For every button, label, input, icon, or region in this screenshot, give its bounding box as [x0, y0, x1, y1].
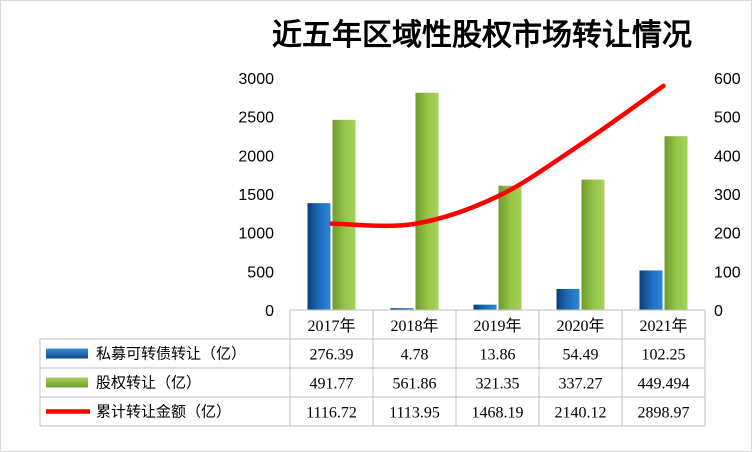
- left-tick-label: 0: [265, 303, 274, 320]
- bond-transfer-bar: [390, 308, 414, 310]
- table-cell: 337.27: [559, 376, 603, 393]
- equity-transfer-bar: [664, 136, 688, 310]
- right-axis: 0 100 200 300 400 500 600: [714, 71, 741, 320]
- bond-transfer-bar: [556, 288, 580, 310]
- table-cell: 321.35: [476, 376, 520, 393]
- category-label: 2019年: [473, 317, 521, 335]
- legend-label: 私募可转债转让（亿）: [96, 345, 246, 363]
- left-axis: 0 500 1000 1500 2000 2500 3000: [238, 71, 274, 320]
- left-tick-label: 1500: [238, 187, 274, 204]
- right-tick-label: 400: [714, 148, 741, 165]
- cumulative-line: [329, 83, 666, 229]
- left-tick-label: 3000: [238, 71, 274, 88]
- right-tick-label: 600: [714, 71, 741, 88]
- legend-label: 股权转让（亿）: [96, 374, 201, 392]
- category-label: 2017年: [307, 317, 355, 335]
- table-cell: 2898.97: [638, 405, 690, 422]
- right-tick-label: 500: [714, 110, 741, 127]
- category-label: 2018年: [390, 317, 438, 335]
- legend-key: [46, 348, 88, 359]
- table-cell: 1468.19: [472, 405, 524, 422]
- bond-transfer-bar: [307, 203, 331, 310]
- table-cell: 2140.12: [555, 405, 607, 422]
- left-tick-label: 2500: [238, 110, 274, 127]
- bond-transfer-bar: [473, 304, 497, 310]
- table-cell: 102.25: [642, 347, 686, 364]
- table-cell: 1116.72: [306, 405, 357, 422]
- equity-transfer-bar: [498, 185, 522, 310]
- table-cell: 561.86: [393, 376, 437, 393]
- left-tick-label: 500: [247, 264, 274, 281]
- chart-title: 近五年区域性股权市场转让情况: [272, 18, 692, 53]
- table-cell: 13.86: [480, 347, 516, 364]
- legend-label: 累计转让金额（亿）: [96, 403, 231, 421]
- left-tick-label: 1000: [238, 226, 274, 243]
- legend-key: [46, 377, 88, 388]
- bars: [307, 92, 688, 310]
- right-tick-label: 0: [714, 303, 723, 320]
- table-cell: 1113.95: [389, 405, 440, 422]
- table-cell: 491.77: [310, 376, 354, 393]
- table-cell: 54.49: [563, 347, 599, 364]
- cumulative-transfer-line: [329, 83, 666, 229]
- equity-transfer-bar: [581, 179, 605, 310]
- equity-transfer-bar: [332, 119, 356, 310]
- category-label: 2021年: [639, 317, 687, 335]
- table-cell: 4.78: [401, 347, 429, 364]
- left-tick-label: 2000: [238, 148, 274, 165]
- bond-transfer-bar: [639, 270, 663, 310]
- category-label: 2020年: [556, 317, 604, 335]
- right-tick-label: 200: [714, 226, 741, 243]
- right-tick-label: 300: [714, 187, 741, 204]
- table-cell: 449.494: [638, 376, 690, 393]
- table-cell: 276.39: [310, 347, 354, 364]
- right-tick-label: 100: [714, 264, 741, 281]
- equity-transfer-bar: [415, 92, 439, 310]
